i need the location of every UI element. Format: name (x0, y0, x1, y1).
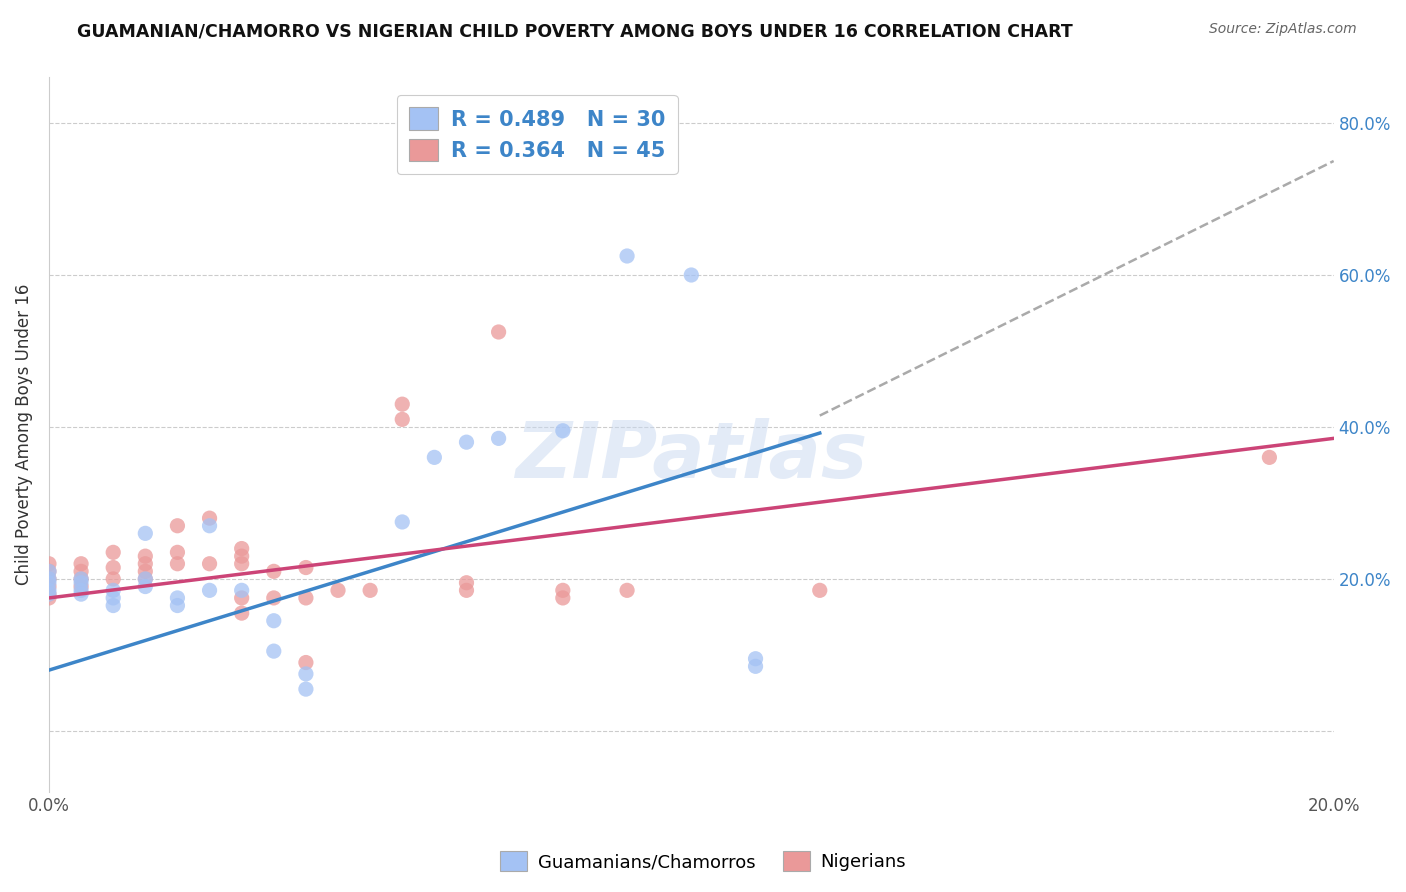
Point (70, 572, 93, 586)
Point (551, 583, 574, 598)
Legend: Guamanians/Chamorros, Nigerians: Guamanians/Chamorros, Nigerians (492, 844, 914, 879)
Point (38, 575, 60, 590)
Point (134, 572, 156, 586)
Point (70, 580, 93, 594)
Point (295, 656, 318, 670)
Point (391, 412, 413, 426)
Point (134, 526, 156, 541)
Point (198, 557, 221, 571)
Point (70, 557, 93, 571)
Point (38, 587, 60, 601)
Point (38, 580, 60, 594)
Point (134, 549, 156, 563)
Point (70, 575, 93, 590)
Point (551, 424, 574, 438)
Point (103, 583, 125, 598)
Point (616, 583, 638, 598)
Point (456, 435, 478, 450)
Point (166, 599, 188, 613)
Point (166, 518, 188, 533)
Point (263, 591, 285, 605)
Point (456, 583, 478, 598)
Point (231, 549, 253, 563)
Point (70, 565, 93, 579)
Point (744, 659, 766, 673)
Point (231, 557, 253, 571)
Point (38, 591, 60, 605)
Point (70, 583, 93, 598)
Point (103, 545, 125, 559)
Point (616, 249, 638, 263)
Point (295, 560, 318, 574)
Point (231, 583, 253, 598)
Point (423, 450, 446, 465)
Point (551, 591, 574, 605)
Point (166, 557, 188, 571)
Point (488, 431, 510, 445)
Point (70, 587, 93, 601)
Point (103, 560, 125, 574)
Point (38, 572, 60, 586)
Point (134, 557, 156, 571)
Point (38, 587, 60, 601)
Point (166, 545, 188, 559)
Point (103, 572, 125, 586)
Point (808, 583, 831, 598)
Point (359, 583, 381, 598)
Point (263, 614, 285, 628)
Point (231, 541, 253, 556)
Point (134, 565, 156, 579)
Text: GUAMANIAN/CHAMORRO VS NIGERIAN CHILD POVERTY AMONG BOYS UNDER 16 CORRELATION CHA: GUAMANIAN/CHAMORRO VS NIGERIAN CHILD POV… (77, 22, 1073, 40)
Point (134, 580, 156, 594)
Point (263, 644, 285, 658)
Point (231, 591, 253, 605)
Point (326, 583, 349, 598)
Point (263, 565, 285, 579)
Point (295, 667, 318, 681)
Point (38, 583, 60, 598)
Point (38, 565, 60, 579)
Point (231, 606, 253, 620)
Point (166, 591, 188, 605)
Y-axis label: Child Poverty Among Boys Under 16: Child Poverty Among Boys Under 16 (15, 284, 32, 585)
Point (70, 572, 93, 586)
Point (103, 591, 125, 605)
Point (744, 651, 766, 665)
Point (38, 557, 60, 571)
Point (488, 325, 510, 339)
Point (295, 682, 318, 697)
Text: Source: ZipAtlas.com: Source: ZipAtlas.com (1209, 22, 1357, 37)
Legend: R = 0.489   N = 30, R = 0.364   N = 45: R = 0.489 N = 30, R = 0.364 N = 45 (396, 95, 678, 174)
Point (38, 565, 60, 579)
Point (295, 591, 318, 605)
Point (1258, 450, 1281, 465)
Point (198, 511, 221, 525)
Point (681, 268, 703, 282)
Point (456, 575, 478, 590)
Point (391, 515, 413, 529)
Point (391, 397, 413, 411)
Point (134, 572, 156, 586)
Point (38, 572, 60, 586)
Text: ZIPatlas: ZIPatlas (515, 418, 868, 494)
Point (198, 583, 221, 598)
Point (198, 518, 221, 533)
Point (103, 599, 125, 613)
